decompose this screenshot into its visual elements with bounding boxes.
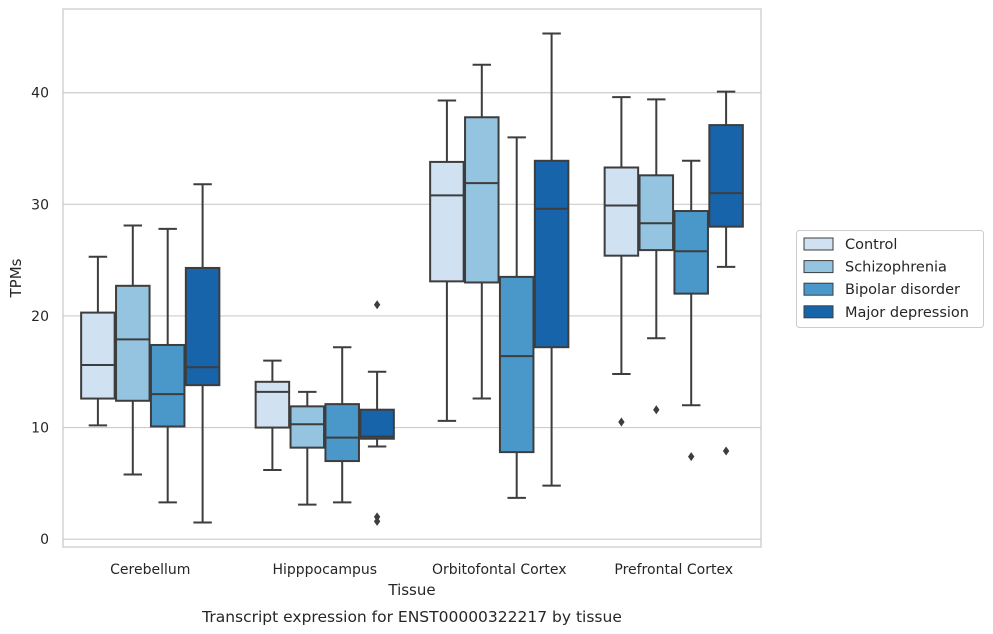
box-body <box>115 284 151 402</box>
legend-entry: Schizophrenia <box>845 260 947 276</box>
box-1-0 <box>254 359 291 471</box>
box-3-2 <box>673 159 709 462</box>
legend-entry: Bipolar disorder <box>845 282 960 298</box>
box-body <box>254 380 291 429</box>
chart-caption: Transcript expression for ENST0000032221… <box>201 608 622 626</box>
plot-frame <box>62 8 762 548</box>
box-3-1 <box>638 98 675 415</box>
box-2-1 <box>464 63 500 400</box>
y-tick-label: 30 <box>31 197 49 213</box>
x-tick-label: Hipppocampus <box>272 562 377 578</box>
box-3-0 <box>603 96 640 427</box>
outlier-point <box>618 417 625 427</box>
box-1-1 <box>289 390 326 506</box>
box-0-3 <box>184 183 221 524</box>
box-body <box>324 403 360 463</box>
y-tick-labels: 0 10 20 30 40 <box>31 86 49 548</box>
legend-entry: Major depression <box>845 305 969 321</box>
x-tick-labels: Cerebellum Hipppocampus Orbitofontal Corte… <box>110 562 733 578</box>
box-body <box>708 124 744 228</box>
legend-swatch <box>803 305 834 319</box>
legend-entry: Control <box>845 237 897 253</box>
y-tick-label: 0 <box>40 532 49 548</box>
legend-swatch <box>803 282 834 296</box>
y-tick-label: 40 <box>31 86 49 102</box>
box-groups <box>80 32 744 526</box>
box-1-3 <box>359 300 395 526</box>
outlier-point <box>688 452 695 462</box>
legend-frame <box>796 230 984 328</box>
box-body <box>533 159 570 349</box>
legend-swatch <box>803 237 834 251</box>
legend-swatch <box>803 260 834 274</box>
outlier-point <box>373 300 381 310</box>
outlier-point <box>373 516 381 526</box>
box-2-3 <box>533 32 570 487</box>
box-body <box>673 210 709 295</box>
box-body <box>359 408 395 440</box>
y-tick-label: 20 <box>31 309 49 325</box>
box-body <box>184 266 221 387</box>
box-body <box>498 275 535 454</box>
box-0-0 <box>80 255 116 427</box>
box-1-2 <box>324 346 360 504</box>
outlier-point <box>653 405 660 415</box>
box-0-1 <box>115 224 151 476</box>
box-body <box>429 160 465 283</box>
y-tick-label: 10 <box>31 421 49 437</box>
box-body <box>603 166 640 257</box>
box-body <box>638 174 675 252</box>
box-body <box>464 116 500 284</box>
x-tick-label: Prefrontal Cortex <box>614 562 733 578</box>
box-body <box>149 343 186 428</box>
y-axis-label: TPMs <box>7 258 25 298</box>
x-tick-label: Orbitofontal Cortex <box>432 562 567 578</box>
box-body <box>80 311 116 400</box>
legend: Control Schizophrenia Bipolar disorder Majo… <box>796 230 984 328</box>
box-0-2 <box>149 227 186 504</box>
box-2-2 <box>498 136 535 499</box>
box-3-3 <box>708 90 744 456</box>
box-body <box>289 405 326 449</box>
x-axis-label: Tissue <box>387 581 435 599</box>
box-2-0 <box>429 99 465 422</box>
outlier-point <box>722 446 730 456</box>
x-tick-label: Cerebellum <box>110 562 190 578</box>
